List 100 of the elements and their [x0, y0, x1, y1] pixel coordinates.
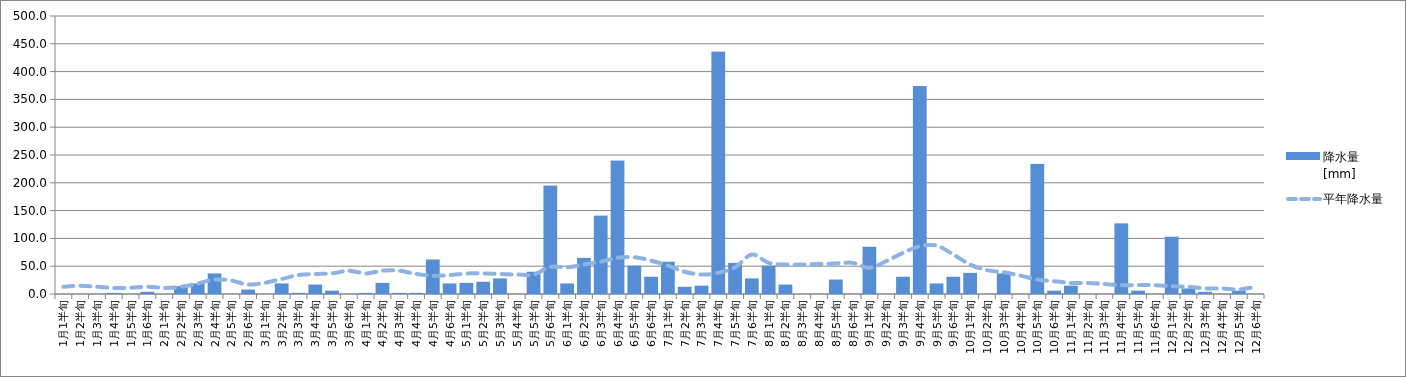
bar	[728, 262, 742, 294]
x-tick-label: 4月2半旬	[376, 300, 390, 347]
x-tick-label: 4月4半旬	[410, 300, 424, 347]
x-tick-label: 6月5半旬	[628, 300, 642, 347]
bar	[274, 283, 289, 294]
x-tick-label: 4月6半旬	[443, 300, 457, 347]
bar	[577, 257, 591, 294]
x-tick-label: 12月5半旬	[1232, 300, 1246, 354]
bar	[425, 259, 440, 294]
bar	[1030, 163, 1045, 294]
x-tick-label: 9月5半旬	[930, 300, 944, 347]
x-tick-label: 4月1半旬	[359, 300, 373, 347]
y-tick-label: 150.0	[12, 203, 47, 218]
y-tick-label: 100.0	[12, 231, 47, 246]
y-tick-label: 450.0	[12, 36, 47, 51]
x-tick-label: 5月4半旬	[510, 300, 524, 347]
y-tick-label: 0.0	[27, 287, 47, 301]
bar	[1164, 236, 1179, 294]
x-tick-label: 5月6半旬	[544, 300, 558, 347]
bar	[711, 51, 726, 294]
x-tick-label: 1月2半旬	[74, 300, 88, 347]
x-tick-label: 6月4半旬	[611, 300, 625, 347]
bar	[677, 286, 692, 294]
x-tick-label: 12月3半旬	[1199, 300, 1213, 354]
x-tick-label: 7月6半旬	[745, 300, 759, 347]
x-tick-label: 1月4半旬	[107, 300, 121, 347]
x-tick-label: 9月1半旬	[863, 300, 877, 347]
x-tick-label: 12月4半旬	[1216, 300, 1230, 354]
x-tick-label: 12月1半旬	[1165, 300, 1179, 354]
x-tick-label: 8月2半旬	[779, 300, 793, 347]
y-tick-label: 350.0	[12, 92, 47, 107]
x-tick-label: 3月2半旬	[275, 300, 289, 347]
bar	[140, 291, 155, 294]
bar	[694, 285, 709, 294]
y-tick-label: 300.0	[12, 120, 47, 135]
bar	[1131, 290, 1145, 294]
x-tick-label: 2月4半旬	[208, 300, 222, 347]
x-tick-label: 7月4半旬	[712, 300, 726, 347]
bar	[644, 276, 658, 294]
x-tick-label: 8月5半旬	[829, 300, 843, 347]
legend-label: 降水量 [mm]	[1323, 150, 1359, 181]
x-tick-label: 5月5半旬	[527, 300, 541, 347]
bar	[476, 281, 491, 294]
x-tick-label: 11月4半旬	[1115, 300, 1129, 354]
y-tick-label: 250.0	[12, 148, 47, 162]
x-tick-label: 9月6半旬	[947, 300, 961, 347]
x-tick-label: 9月2半旬	[880, 300, 894, 347]
bar	[761, 265, 776, 294]
x-tick-label: 4月3半旬	[393, 300, 407, 347]
x-tick-label: 11月6半旬	[1148, 300, 1162, 354]
bar	[661, 261, 675, 294]
x-tick-label: 8月3半旬	[796, 300, 810, 347]
bar	[1114, 223, 1129, 294]
bar	[1064, 285, 1078, 294]
x-tick-label: 11月1半旬	[1064, 300, 1078, 354]
x-tick-label: 1月1半旬	[57, 300, 71, 347]
x-tick-label: 11月2半旬	[1081, 300, 1095, 354]
x-tick-label: 3月4半旬	[309, 300, 323, 347]
x-tick-label: 10月4半旬	[1014, 300, 1028, 354]
x-tick-label: 10月3半旬	[997, 300, 1011, 354]
x-tick-label: 2月1半旬	[158, 300, 172, 347]
bar	[442, 283, 457, 294]
bar	[493, 278, 507, 294]
y-tick-label: 50.0	[20, 259, 47, 274]
x-tick-label: 6月2半旬	[577, 300, 591, 347]
x-tick-label: 10月6半旬	[1048, 300, 1062, 354]
bar	[593, 215, 608, 294]
bar	[996, 273, 1011, 294]
y-tick-label: 200.0	[12, 175, 47, 190]
bar	[627, 265, 642, 294]
x-tick-label: 9月4半旬	[913, 300, 927, 347]
x-tick-label: 6月1半旬	[561, 300, 575, 347]
x-tick-label: 6月6半旬	[645, 300, 659, 347]
bar	[375, 282, 390, 294]
x-tick-label: 3月1半旬	[258, 300, 272, 347]
x-tick-label: 9月3半旬	[896, 300, 910, 347]
x-tick-label: 7月3半旬	[695, 300, 709, 347]
x-tick-label: 2月5半旬	[225, 300, 239, 347]
x-tick-label: 8月4半旬	[813, 300, 827, 347]
x-tick-label: 5月2半旬	[477, 300, 491, 347]
x-tick-label: 1月3半旬	[90, 300, 104, 347]
bar	[946, 276, 961, 294]
x-tick-label: 8月6半旬	[846, 300, 860, 347]
bar	[1181, 288, 1196, 294]
x-tick-label: 5月1半旬	[460, 300, 474, 347]
x-tick-label: 11月3半旬	[1098, 300, 1112, 354]
bar	[963, 272, 978, 294]
x-tick-label: 12月2半旬	[1182, 300, 1196, 354]
bar	[459, 282, 474, 294]
x-tick-label: 11月5半旬	[1132, 300, 1146, 354]
x-tick-label: 7月1半旬	[661, 300, 675, 347]
bar	[1198, 291, 1213, 294]
bar	[560, 283, 575, 294]
x-tick-label: 2月3半旬	[191, 300, 205, 347]
x-tick-label: 6月3半旬	[594, 300, 608, 347]
x-tick-label: 10月5半旬	[1031, 300, 1045, 354]
y-tick-label: 500.0	[12, 9, 47, 23]
x-tick-label: 3月3半旬	[292, 300, 306, 347]
legend-label: 平年降水量	[1323, 192, 1383, 206]
bar	[912, 86, 927, 294]
